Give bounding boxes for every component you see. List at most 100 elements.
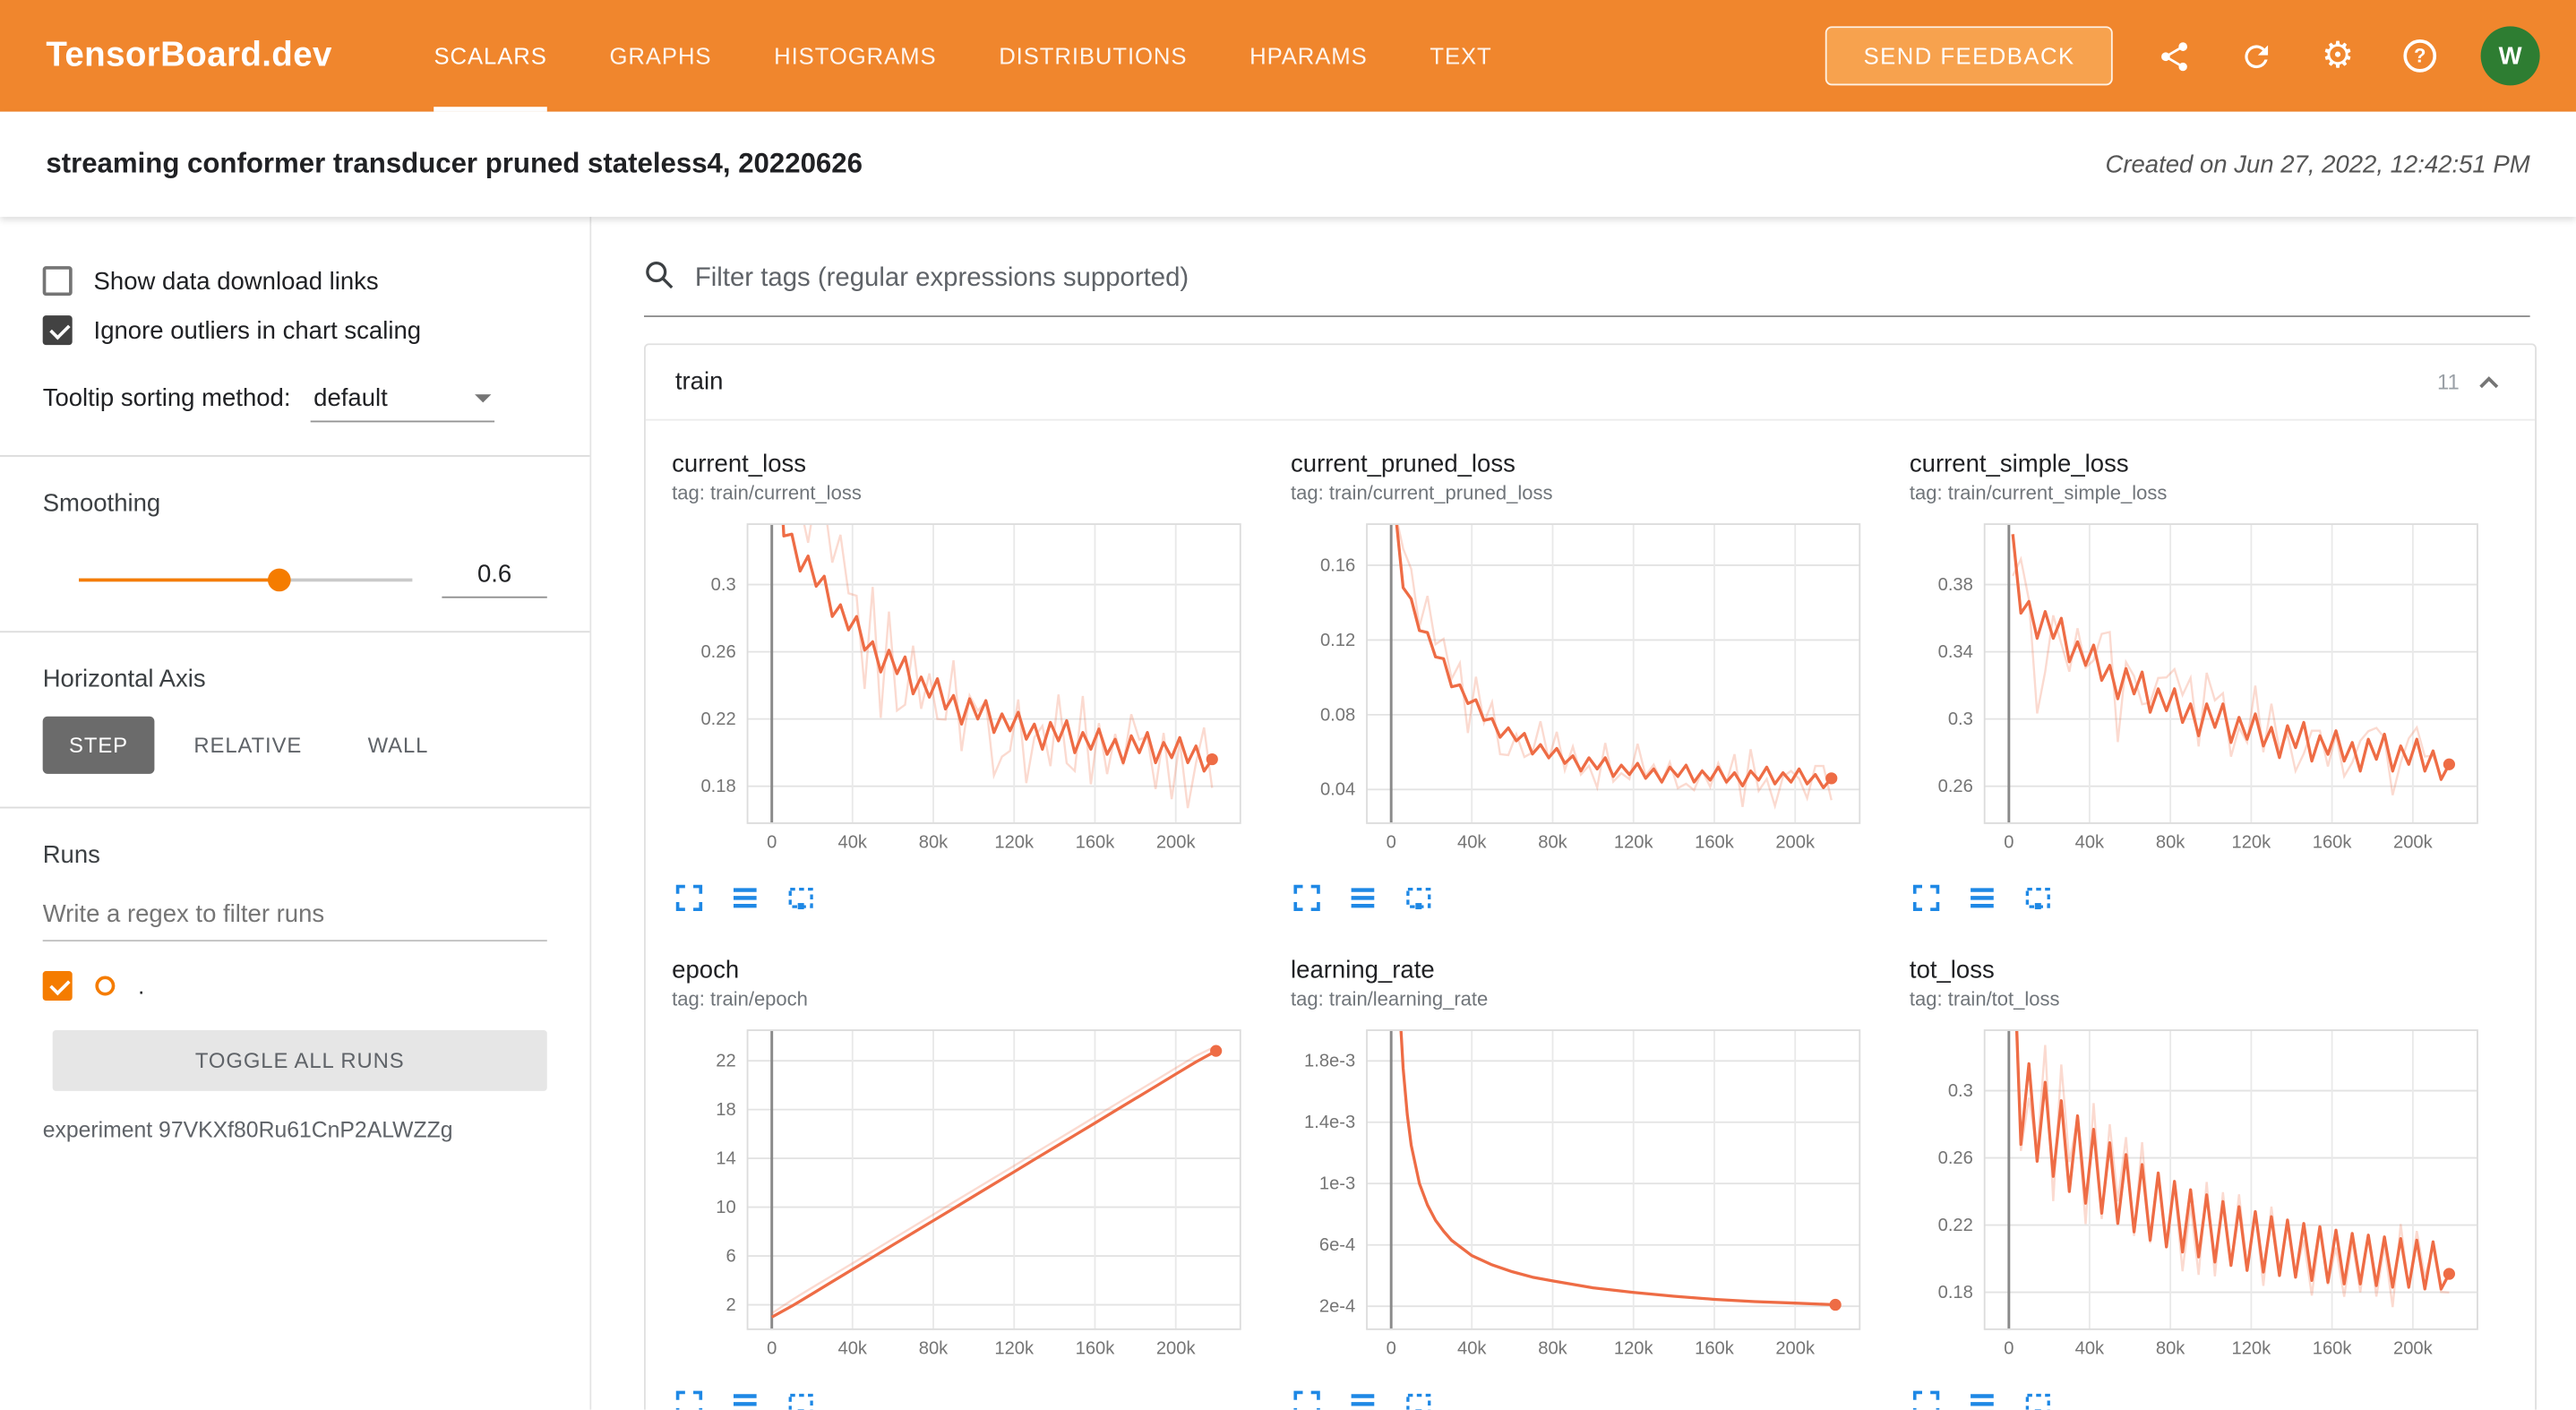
smoothing-slider-thumb[interactable] bbox=[267, 567, 291, 591]
svg-text:0: 0 bbox=[1386, 1338, 1395, 1358]
fit-domain-icon[interactable] bbox=[2022, 1387, 2055, 1410]
expand-icon[interactable] bbox=[1291, 881, 1324, 914]
smoothing-label: Smoothing bbox=[42, 489, 161, 518]
chart-plot-current_pruned_loss[interactable]: 0.04 0.08 0.12 0.16 0 40k 80k 120k 160k 200k bbox=[1291, 514, 1876, 863]
svg-text:200k: 200k bbox=[1156, 1338, 1197, 1358]
avatar[interactable]: W bbox=[2480, 26, 2540, 86]
tooltip-sorting-select[interactable]: default bbox=[310, 382, 494, 423]
chart-card-current_simple_loss: current_simple_loss tag: train/current_si… bbox=[1910, 451, 2509, 914]
tab-histograms[interactable]: HISTOGRAMS bbox=[774, 42, 937, 70]
divider bbox=[0, 631, 590, 633]
run-row[interactable]: . bbox=[0, 941, 589, 1002]
expand-icon[interactable] bbox=[1910, 881, 1943, 914]
experiment-title: streaming conformer transducer pruned st… bbox=[46, 148, 863, 179]
tab-text[interactable]: TEXT bbox=[1430, 42, 1492, 70]
chart-toolbar bbox=[672, 881, 1271, 914]
expand-icon[interactable] bbox=[672, 881, 705, 914]
svg-text:0.22: 0.22 bbox=[1938, 1216, 1973, 1235]
fit-domain-icon[interactable] bbox=[1403, 1387, 1436, 1410]
help-icon[interactable]: ? bbox=[2399, 35, 2442, 78]
share-icon[interactable] bbox=[2152, 35, 2195, 78]
svg-text:120k: 120k bbox=[1613, 1338, 1653, 1358]
svg-text:2: 2 bbox=[726, 1295, 735, 1315]
svg-text:0.26: 0.26 bbox=[700, 642, 735, 662]
fit-domain-icon[interactable] bbox=[784, 1387, 817, 1410]
nav-tabs: SCALARS GRAPHS HISTOGRAMS DISTRIBUTIONS HPAR… bbox=[434, 0, 1492, 112]
svg-text:0.18: 0.18 bbox=[700, 777, 735, 796]
svg-text:200k: 200k bbox=[1156, 832, 1197, 852]
svg-text:80k: 80k bbox=[2156, 832, 2185, 852]
data-table-icon[interactable] bbox=[1965, 1387, 1998, 1410]
tab-scalars[interactable]: SCALARS bbox=[434, 0, 547, 112]
svg-text:40k: 40k bbox=[838, 832, 868, 852]
svg-text:40k: 40k bbox=[2075, 1338, 2105, 1358]
scalars-dashboard: train 11 current_loss tag: train/current_… bbox=[591, 217, 2576, 1410]
expand-icon[interactable] bbox=[672, 1387, 705, 1410]
expand-icon[interactable] bbox=[1291, 1387, 1324, 1410]
ignore-outliers-checkbox[interactable] bbox=[42, 315, 73, 346]
svg-text:80k: 80k bbox=[1538, 832, 1567, 852]
experiment-bar: streaming conformer transducer pruned st… bbox=[0, 111, 2576, 218]
chart-tag: tag: train/current_loss bbox=[672, 481, 862, 505]
chart-tag: tag: train/current_simple_loss bbox=[1909, 481, 2168, 505]
chart-toolbar bbox=[1291, 1387, 1890, 1410]
smoothing-value-field[interactable]: 0.6 bbox=[442, 560, 547, 598]
show-download-links-checkbox-row[interactable]: Show data download links bbox=[0, 256, 589, 305]
divider bbox=[0, 455, 590, 457]
tab-graphs[interactable]: GRAPHS bbox=[609, 42, 712, 70]
data-table-icon[interactable] bbox=[728, 1387, 761, 1410]
svg-text:0: 0 bbox=[2005, 1338, 2014, 1358]
settings-sidebar: Show data download links Ignore outliers… bbox=[0, 217, 592, 1410]
svg-text:160k: 160k bbox=[1076, 1338, 1116, 1358]
axis-button-step[interactable]: STEP bbox=[42, 716, 155, 774]
tooltip-sorting-label: Tooltip sorting method: bbox=[42, 384, 291, 413]
expand-icon[interactable] bbox=[1910, 1387, 1943, 1410]
axis-button-relative[interactable]: RELATIVE bbox=[167, 717, 329, 774]
data-table-icon[interactable] bbox=[1346, 1387, 1379, 1410]
svg-text:0.3: 0.3 bbox=[1948, 709, 1973, 729]
app-logo[interactable]: TensorBoard.dev bbox=[46, 36, 332, 74]
svg-text:0.26: 0.26 bbox=[1938, 1148, 1973, 1168]
chart-plot-epoch[interactable]: 2 6 10 14 18 22 0 40k 80k 120k 160k 200k bbox=[672, 1020, 1257, 1369]
fit-domain-icon[interactable] bbox=[1403, 881, 1436, 914]
runs-filter-input[interactable] bbox=[42, 889, 547, 941]
tab-hparams[interactable]: HPARAMS bbox=[1249, 42, 1368, 70]
svg-text:0: 0 bbox=[767, 1338, 777, 1358]
chart-plot-learning_rate[interactable]: 2e-4 6e-4 1e-3 1.4e-3 1.8e-3 0 40k 80k 120k 160k 2… bbox=[1291, 1020, 1876, 1369]
data-table-icon[interactable] bbox=[1346, 881, 1379, 914]
toggle-all-runs-button[interactable]: TOGGLE ALL RUNS bbox=[52, 1030, 547, 1091]
tab-distributions[interactable]: DISTRIBUTIONS bbox=[999, 42, 1188, 70]
svg-text:0: 0 bbox=[2005, 832, 2014, 852]
run-color-circle-icon[interactable] bbox=[95, 976, 116, 996]
data-table-icon[interactable] bbox=[728, 881, 761, 914]
chart-plot-current_simple_loss[interactable]: 0.26 0.3 0.34 0.38 0 40k 80k 120k 160k 200k bbox=[1910, 514, 2494, 863]
chart-card-current_pruned_loss: current_pruned_loss tag: train/current_pr… bbox=[1291, 451, 1890, 914]
fit-domain-icon[interactable] bbox=[2022, 881, 2055, 914]
data-table-icon[interactable] bbox=[1965, 881, 1998, 914]
axis-button-wall[interactable]: WALL bbox=[341, 717, 454, 774]
ignore-outliers-checkbox-row[interactable]: Ignore outliers in chart scaling bbox=[0, 305, 589, 355]
svg-text:0.16: 0.16 bbox=[1319, 555, 1354, 575]
settings-icon[interactable]: ⚙ bbox=[2321, 34, 2355, 76]
send-feedback-button[interactable]: SEND FEEDBACK bbox=[1825, 26, 2113, 86]
refresh-icon[interactable] bbox=[2234, 35, 2277, 78]
svg-text:22: 22 bbox=[716, 1052, 735, 1071]
experiment-id-text: experiment 97VKXf80Ru61CnP2ALWZZg bbox=[42, 1117, 453, 1142]
tooltip-sorting-row: Tooltip sorting method: default bbox=[0, 355, 589, 423]
chevron-up-icon[interactable] bbox=[2472, 365, 2505, 399]
show-download-links-checkbox[interactable] bbox=[42, 266, 73, 297]
tooltip-sorting-value: default bbox=[313, 384, 388, 413]
tag-group-header[interactable]: train 11 bbox=[645, 345, 2536, 421]
chart-card-tot_loss: tot_loss tag: train/tot_loss 0.18 0.22 0.26 0… bbox=[1909, 956, 2509, 1410]
fit-domain-icon[interactable] bbox=[784, 881, 817, 914]
svg-text:200k: 200k bbox=[2394, 1338, 2434, 1358]
run-name: . bbox=[138, 972, 145, 1000]
chart-tag: tag: train/tot_loss bbox=[1909, 987, 2060, 1011]
chart-plot-current_loss[interactable]: 0.18 0.22 0.26 0.3 0 40k 80k 120k 160k 200k bbox=[672, 514, 1257, 863]
smoothing-slider[interactable] bbox=[79, 567, 413, 591]
filter-tags-input[interactable] bbox=[694, 264, 2530, 295]
chart-plot-tot_loss[interactable]: 0.18 0.22 0.26 0.3 0 40k 80k 120k 160k 200k bbox=[1910, 1020, 2494, 1369]
run-checkbox[interactable] bbox=[42, 971, 73, 1002]
svg-text:120k: 120k bbox=[994, 832, 1035, 852]
search-icon bbox=[644, 260, 675, 299]
